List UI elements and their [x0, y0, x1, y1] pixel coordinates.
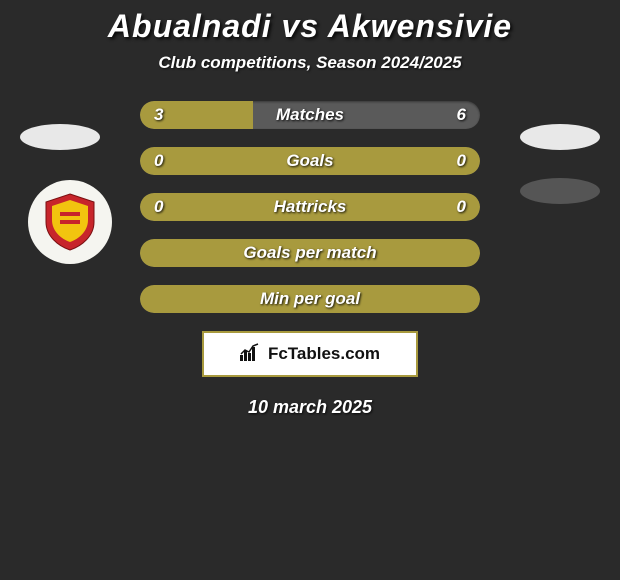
- player1-name: Abualnadi: [108, 8, 272, 44]
- stat-bar-fill-full: [140, 147, 480, 175]
- stat-row: Hattricks00: [140, 193, 480, 221]
- stat-bar-fill-full: [140, 193, 480, 221]
- stat-row: Matches36: [140, 101, 480, 129]
- bar-chart-icon: [240, 343, 262, 366]
- brand-text: FcTables.com: [268, 344, 380, 364]
- decorative-oval-top-left: [20, 124, 100, 150]
- date-label: 10 march 2025: [0, 397, 620, 418]
- stat-bar-fill-left: [140, 101, 253, 129]
- decorative-oval-mid-right: [520, 178, 600, 204]
- stat-bars: Matches36 Goals00 Hattricks00 Goals per mat…: [140, 101, 480, 313]
- page-title: Abualnadi vs Akwensivie: [0, 8, 620, 45]
- stat-row: Goals00: [140, 147, 480, 175]
- stat-bar-track: [140, 285, 480, 313]
- decorative-oval-top-right: [520, 124, 600, 150]
- stat-bar-fill-full: [140, 285, 480, 313]
- stat-bar-track: [140, 101, 480, 129]
- stat-bar-track: [140, 239, 480, 267]
- player2-name: Akwensivie: [328, 8, 512, 44]
- stat-bar-track: [140, 147, 480, 175]
- stat-row: Min per goal: [140, 285, 480, 313]
- club-badge: [28, 180, 112, 264]
- shield-icon: [38, 190, 102, 254]
- subtitle: Club competitions, Season 2024/2025: [0, 53, 620, 73]
- vs-separator: vs: [281, 8, 319, 44]
- stat-row: Goals per match: [140, 239, 480, 267]
- brand-box: FcTables.com: [202, 331, 418, 377]
- stat-bar-track: [140, 193, 480, 221]
- stat-bar-fill-full: [140, 239, 480, 267]
